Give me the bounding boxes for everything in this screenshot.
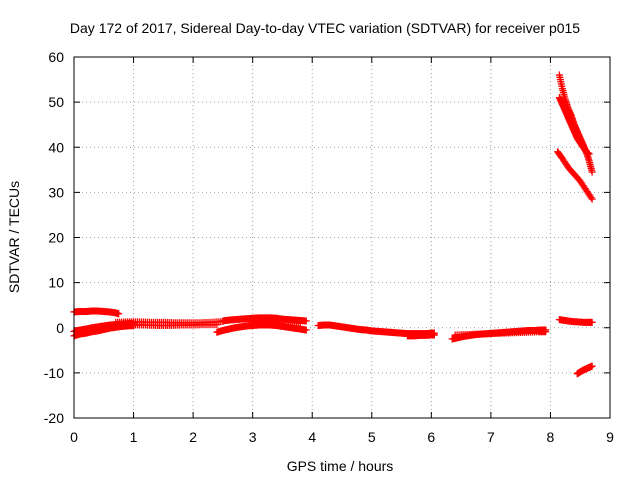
data-point (588, 195, 596, 203)
x-tick-label: 5 (368, 429, 376, 445)
data-series-15 (554, 148, 596, 203)
y-tick-label: -20 (44, 410, 64, 426)
data-point (588, 362, 596, 370)
data-series-7 (213, 321, 310, 336)
y-tick-label: 40 (48, 139, 64, 155)
x-tick-label: 2 (189, 429, 197, 445)
data-point (585, 150, 593, 158)
data-series-5 (130, 321, 221, 329)
data-point (430, 331, 438, 339)
x-tick-label: 8 (547, 429, 555, 445)
x-tick-label: 6 (427, 429, 435, 445)
x-axis-label: GPS time / hours (287, 458, 394, 474)
axis-ticks: 0 1 2 3 4 5 6 7 8 9 -20 -10 0 10 20 30 40 50 60 (44, 49, 614, 445)
data-point (296, 319, 304, 327)
data-point (115, 310, 123, 318)
data-series-14 (555, 94, 593, 158)
y-tick-label: 0 (56, 320, 64, 336)
x-tick-label: 9 (606, 429, 614, 445)
grid (73, 56, 611, 419)
y-tick-label: 50 (48, 94, 64, 110)
plot-area-border (73, 56, 611, 419)
data-series-17 (573, 362, 596, 378)
data-series-1 (70, 307, 123, 318)
data-point (588, 168, 596, 176)
data-series-8 (249, 317, 304, 327)
data-point (542, 328, 550, 336)
data-point (213, 321, 221, 329)
data-point (588, 318, 596, 326)
x-tick-label: 1 (130, 429, 138, 445)
x-tick-label: 0 (70, 429, 78, 445)
data-point (587, 194, 595, 202)
data-series-10 (404, 331, 438, 340)
x-tick-label: 4 (308, 429, 316, 445)
y-tick-label: 60 (48, 49, 64, 65)
data-series-16 (555, 316, 596, 326)
data-point (302, 317, 310, 325)
data-series-12 (451, 328, 550, 339)
data-marks (70, 71, 596, 378)
chart-title: Day 172 of 2017, Sidereal Day-to-day VTE… (70, 20, 580, 36)
data-point (302, 326, 310, 334)
y-tick-label: 10 (48, 275, 64, 291)
y-axis-label: SDTVAR / TECUs (6, 181, 22, 293)
y-tick-label: 30 (48, 184, 64, 200)
x-tick-label: 7 (487, 429, 495, 445)
y-tick-label: 20 (48, 230, 64, 246)
y-tick-label: -10 (44, 365, 64, 381)
x-tick-label: 3 (249, 429, 257, 445)
